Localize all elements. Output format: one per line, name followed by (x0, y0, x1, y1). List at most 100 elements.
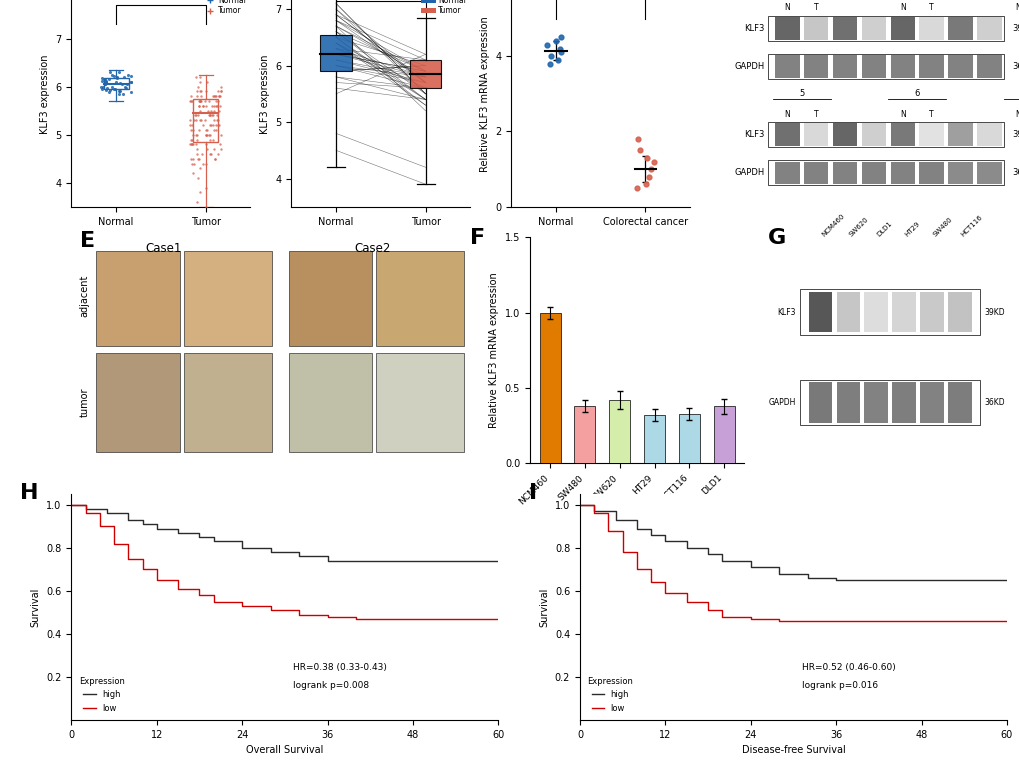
Bar (288, 251, 372, 346)
Point (104, 80, 120, 93)
Text: HT29: HT29 (903, 220, 920, 237)
Y-axis label: Survival: Survival (31, 588, 41, 627)
Text: H: H (20, 483, 39, 502)
Bar (808, 382, 832, 423)
Point (191, 95, 207, 107)
Bar (863, 382, 888, 423)
Point (645, 155, 661, 168)
Point (108, 76, 124, 88)
Point (198, 129, 214, 141)
Point (198, 138, 214, 150)
Text: 39KD: 39KD (1011, 130, 1019, 139)
Point (198, 129, 214, 141)
Point (547, 35, 564, 47)
Point (191, 100, 207, 112)
Point (185, 167, 202, 179)
Text: N: N (1015, 3, 1019, 12)
Point (192, 71, 208, 83)
Point (209, 110, 225, 122)
Point (208, 95, 224, 107)
Bar (861, 123, 886, 146)
Point (182, 114, 199, 126)
Point (96, 78, 112, 90)
Bar (803, 55, 827, 78)
Bar (803, 17, 827, 40)
Y-axis label: Survival: Survival (539, 588, 549, 627)
Point (194, 148, 210, 160)
Text: HR=0.52 (0.46-0.60): HR=0.52 (0.46-0.60) (801, 663, 895, 673)
Point (185, 114, 202, 126)
Bar (861, 162, 886, 185)
Point (186, 110, 203, 122)
Point (189, 196, 205, 208)
Point (111, 85, 127, 97)
Point (182, 138, 199, 150)
Point (184, 138, 201, 150)
Point (183, 119, 200, 131)
Point (542, 50, 558, 62)
Point (122, 70, 139, 82)
Text: 36KD: 36KD (1011, 62, 1019, 71)
Point (118, 78, 135, 90)
Point (183, 138, 200, 150)
Bar (976, 162, 1001, 185)
Point (94, 83, 110, 95)
Bar (288, 352, 372, 452)
Point (192, 76, 208, 88)
Text: GAPDH: GAPDH (767, 398, 795, 407)
Point (184, 124, 201, 136)
Point (189, 85, 205, 97)
Bar (919, 382, 943, 423)
Point (111, 77, 127, 89)
Point (199, 129, 215, 141)
Point (193, 95, 209, 107)
Point (191, 124, 207, 136)
Point (207, 90, 223, 103)
Point (198, 201, 214, 213)
Bar (890, 55, 914, 78)
Point (210, 114, 226, 126)
Bar (863, 292, 888, 332)
Point (192, 95, 208, 107)
Point (97, 78, 113, 90)
Point (181, 119, 198, 131)
Point (206, 90, 222, 103)
Point (123, 76, 140, 88)
Text: logrank p=0.008: logrank p=0.008 (293, 682, 369, 690)
Point (206, 143, 222, 155)
Point (198, 158, 214, 170)
Text: 36KD: 36KD (983, 398, 1005, 407)
Point (114, 78, 130, 90)
Point (193, 85, 209, 97)
Point (193, 114, 209, 126)
Text: Case2: Case2 (354, 242, 390, 255)
Point (190, 110, 206, 122)
Point (208, 100, 224, 112)
Point (106, 70, 122, 82)
Text: T: T (813, 3, 817, 12)
Text: KLF3: KLF3 (744, 24, 764, 33)
Bar (890, 17, 914, 40)
Point (183, 95, 200, 107)
Text: HR=0.38 (0.33-0.43): HR=0.38 (0.33-0.43) (293, 663, 387, 673)
Point (202, 110, 218, 122)
Bar (376, 251, 464, 346)
Point (639, 152, 655, 164)
Point (212, 85, 228, 97)
Text: ***: *** (152, 0, 169, 2)
Point (208, 119, 224, 131)
Legend: Normal, Tumor: Normal, Tumor (201, 0, 247, 16)
Point (210, 148, 226, 160)
Point (193, 162, 209, 175)
Point (631, 144, 647, 156)
Point (202, 129, 218, 141)
Point (182, 133, 199, 146)
Bar (679, 414, 699, 463)
Bar (713, 406, 734, 463)
Legend: high, low: high, low (584, 674, 636, 716)
Point (94, 75, 110, 87)
Point (94, 72, 110, 84)
Text: N: N (784, 110, 790, 119)
Point (182, 152, 199, 165)
Point (213, 80, 229, 93)
